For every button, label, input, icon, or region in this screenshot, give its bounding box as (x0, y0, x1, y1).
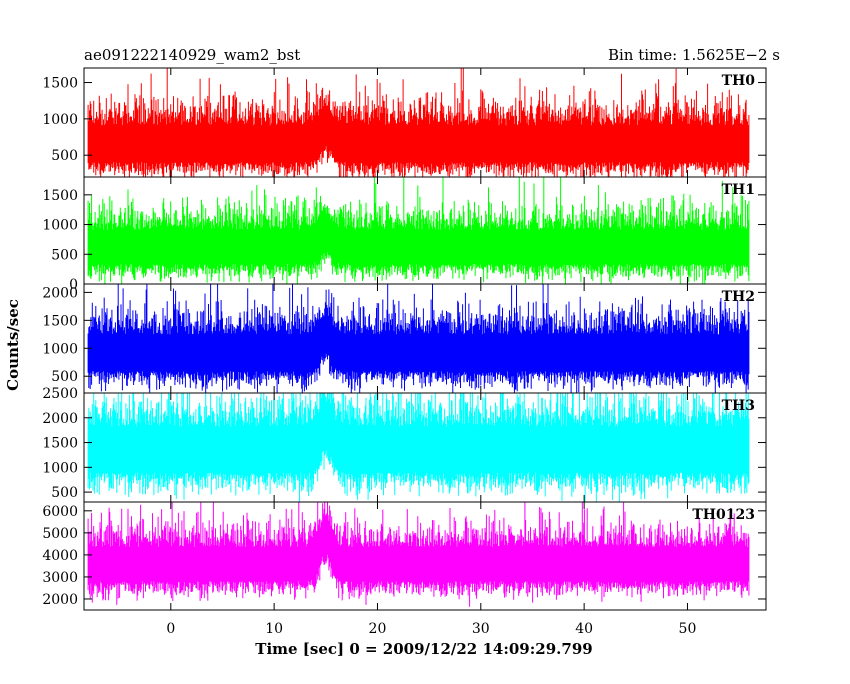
series-th0123 (87, 502, 750, 607)
y-tick-label: 500 (51, 148, 78, 164)
series-th0 (87, 68, 750, 177)
y-tick-label: 2000 (42, 592, 78, 608)
y-tick-label: 1000 (42, 460, 78, 476)
y-tick-label: 2000 (42, 285, 78, 301)
x-tick-label: 10 (265, 621, 283, 637)
y-tick-label: 1500 (42, 436, 78, 452)
x-axis-label: Time [sec] 0 = 2009/12/22 14:09:29.799 (255, 640, 592, 658)
x-tick-label: 30 (472, 621, 490, 637)
series-th2 (87, 284, 750, 393)
panel-th1: 0 500 1000 1500 TH1 (42, 176, 767, 293)
x-tick-label: 50 (679, 621, 697, 637)
y-tick-label: 500 (51, 369, 78, 385)
series-th1 (87, 177, 750, 284)
bin-time-label: Bin time: 1.5625E−2 s (608, 46, 780, 64)
y-tick-label: 1000 (42, 218, 78, 234)
panel-frame (83, 501, 767, 611)
y-tick-label: 0 (69, 277, 78, 293)
y-tick-label: 1500 (42, 313, 78, 329)
series-th3 (87, 393, 750, 502)
x-tick-label: 0 (166, 621, 175, 637)
y-tick-label: 2500 (42, 386, 78, 402)
y-tick-label: 5000 (42, 526, 78, 542)
y-tick-label: 500 (51, 247, 78, 263)
x-tick-label: 20 (369, 621, 387, 637)
panel-th2: 500 1000 1500 2000 TH2 (42, 283, 767, 394)
x-axis: 0 10 20 30 40 50 (166, 621, 696, 637)
y-tick-label: 1000 (42, 112, 78, 128)
y-tick-label: 4000 (42, 548, 78, 564)
panel-label-th0: TH0 (722, 73, 756, 89)
y-tick-label: 1000 (42, 341, 78, 357)
y-tick-label: 500 (51, 485, 78, 501)
y-axis-label: Counts/sec (4, 299, 22, 391)
panel-label-th2: TH2 (722, 289, 755, 305)
panel-label-th1: TH1 (722, 182, 755, 198)
y-tick-label: 6000 (42, 504, 78, 520)
panel-label-th0123: TH0123 (692, 507, 755, 523)
panel-th3: 500 1000 1500 2000 2500 TH3 (42, 386, 767, 503)
y-tick-label: 3000 (42, 570, 78, 586)
y-tick-label: 1500 (42, 76, 78, 92)
y-tick-label: 1500 (42, 188, 78, 204)
chart-title: ae091222140929_wam2_bst (84, 46, 300, 64)
panel-th0123: 2000 3000 4000 5000 6000 TH0123 (42, 501, 767, 611)
x-tick-label: 40 (575, 621, 593, 637)
panels-group: 500 1000 1500 TH0 0 500 1000 1500 TH1 500 1000 1500… (42, 67, 767, 611)
panel-label-th3: TH3 (722, 398, 755, 414)
y-tick-label: 2000 (42, 411, 78, 427)
